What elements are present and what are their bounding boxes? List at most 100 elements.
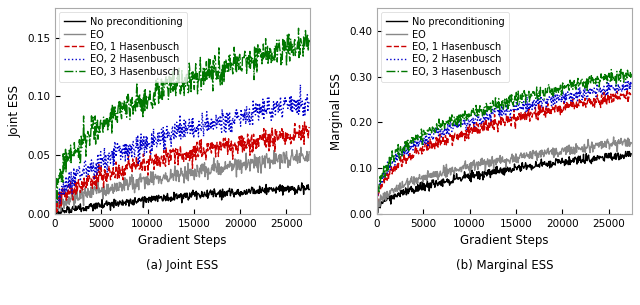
EO, 3 Hasenbusch [227,61,235,65]
EO, 3 Hasenbusch [373,208,381,212]
EO [305,150,313,154]
EO, 3 Hasenbusch [597,72,605,76]
Legend: No preconditioning, EO, EO, 1 Hasenbusch, EO, 2 Hasenbusch, EO, 3 Hasenbusch: No preconditioning, EO, EO, 1 Hasenbusch… [381,12,509,82]
EO [471,168,479,172]
EO, 1 Hasenbusch [305,125,313,129]
EO, 1 Hasenbusch [597,99,605,102]
EO, 2 Hasenbusch [392,156,399,160]
EO, 3 Hasenbusch [471,113,479,117]
EO, 2 Hasenbusch [549,102,557,105]
EO [297,145,305,149]
EO, 3 Hasenbusch [305,40,313,44]
EO [549,146,557,150]
No preconditioning [625,150,633,153]
No preconditioning [549,161,557,164]
EO [275,156,283,160]
Text: (b) Marginal ESS: (b) Marginal ESS [456,259,553,272]
EO, 3 Hasenbusch [597,76,605,80]
EO, 1 Hasenbusch [70,188,77,192]
EO, 3 Hasenbusch [549,92,557,95]
EO [228,162,236,165]
No preconditioning [298,181,306,185]
Line: EO: EO [55,147,309,214]
EO, 3 Hasenbusch [148,106,156,110]
EO, 2 Hasenbusch [296,83,304,87]
EO [392,189,399,193]
EO, 1 Hasenbusch [301,120,308,124]
EO [597,140,605,143]
EO, 2 Hasenbusch [148,137,156,141]
No preconditioning [276,189,284,193]
EO, 3 Hasenbusch [70,152,77,156]
EO, 3 Hasenbusch [392,148,399,152]
EO, 1 Hasenbusch [148,157,156,160]
Y-axis label: Joint ESS: Joint ESS [8,85,21,137]
Line: EO, 3 Hasenbusch: EO, 3 Hasenbusch [377,69,631,210]
Legend: No preconditioning, EO, EO, 1 Hasenbusch, EO, 2 Hasenbusch, EO, 3 Hasenbusch: No preconditioning, EO, EO, 1 Hasenbusch… [59,12,188,82]
No preconditioning [228,191,236,195]
EO [70,206,77,210]
EO, 2 Hasenbusch [305,99,313,102]
EO [149,170,157,174]
Line: EO, 1 Hasenbusch: EO, 1 Hasenbusch [377,89,631,211]
EO, 3 Hasenbusch [627,71,635,75]
EO, 1 Hasenbusch [167,160,175,163]
No preconditioning [597,155,605,159]
EO [627,141,635,145]
EO, 1 Hasenbusch [51,212,59,216]
No preconditioning [392,194,399,198]
No preconditioning [489,170,497,174]
X-axis label: Gradient Steps: Gradient Steps [460,234,548,247]
EO, 2 Hasenbusch [227,122,235,126]
EO, 3 Hasenbusch [489,99,497,102]
EO, 2 Hasenbusch [471,125,479,128]
EO, 1 Hasenbusch [392,165,399,169]
EO, 2 Hasenbusch [627,85,635,88]
No preconditioning [51,208,59,212]
EO [597,142,605,146]
EO, 1 Hasenbusch [549,108,557,111]
EO, 2 Hasenbusch [597,92,605,95]
EO, 2 Hasenbusch [167,135,175,138]
Line: EO, 2 Hasenbusch: EO, 2 Hasenbusch [55,85,309,213]
EO, 1 Hasenbusch [597,106,605,109]
Line: No preconditioning: No preconditioning [377,152,631,214]
EO [51,211,59,215]
EO [167,176,175,180]
EO, 3 Hasenbusch [617,67,625,71]
EO [610,135,618,139]
EO, 1 Hasenbusch [627,94,635,98]
EO, 3 Hasenbusch [275,45,282,48]
X-axis label: Gradient Steps: Gradient Steps [138,234,227,247]
EO, 2 Hasenbusch [51,211,59,215]
EO, 2 Hasenbusch [373,209,381,212]
Text: (a) Joint ESS: (a) Joint ESS [146,259,218,272]
No preconditioning [167,195,175,199]
Y-axis label: Marginal ESS: Marginal ESS [330,73,344,149]
No preconditioning [305,188,313,191]
Line: EO: EO [377,137,631,211]
EO [373,209,381,213]
EO [51,212,59,216]
No preconditioning [597,156,605,160]
Line: No preconditioning: No preconditioning [55,183,309,214]
EO, 2 Hasenbusch [275,107,282,111]
EO, 1 Hasenbusch [227,149,235,152]
EO, 2 Hasenbusch [275,102,283,105]
Line: EO, 1 Hasenbusch: EO, 1 Hasenbusch [55,122,309,214]
No preconditioning [52,212,60,216]
No preconditioning [471,173,479,177]
EO, 1 Hasenbusch [275,135,283,138]
Line: EO, 3 Hasenbusch: EO, 3 Hasenbusch [55,28,309,214]
EO, 2 Hasenbusch [597,91,605,95]
EO, 3 Hasenbusch [294,27,302,30]
EO, 1 Hasenbusch [489,126,497,130]
EO, 2 Hasenbusch [489,107,497,111]
EO, 1 Hasenbusch [275,138,282,142]
No preconditioning [149,198,157,202]
EO, 3 Hasenbusch [275,38,283,42]
EO, 1 Hasenbusch [623,87,631,91]
EO [276,152,284,156]
No preconditioning [275,184,283,188]
EO, 1 Hasenbusch [471,128,479,132]
